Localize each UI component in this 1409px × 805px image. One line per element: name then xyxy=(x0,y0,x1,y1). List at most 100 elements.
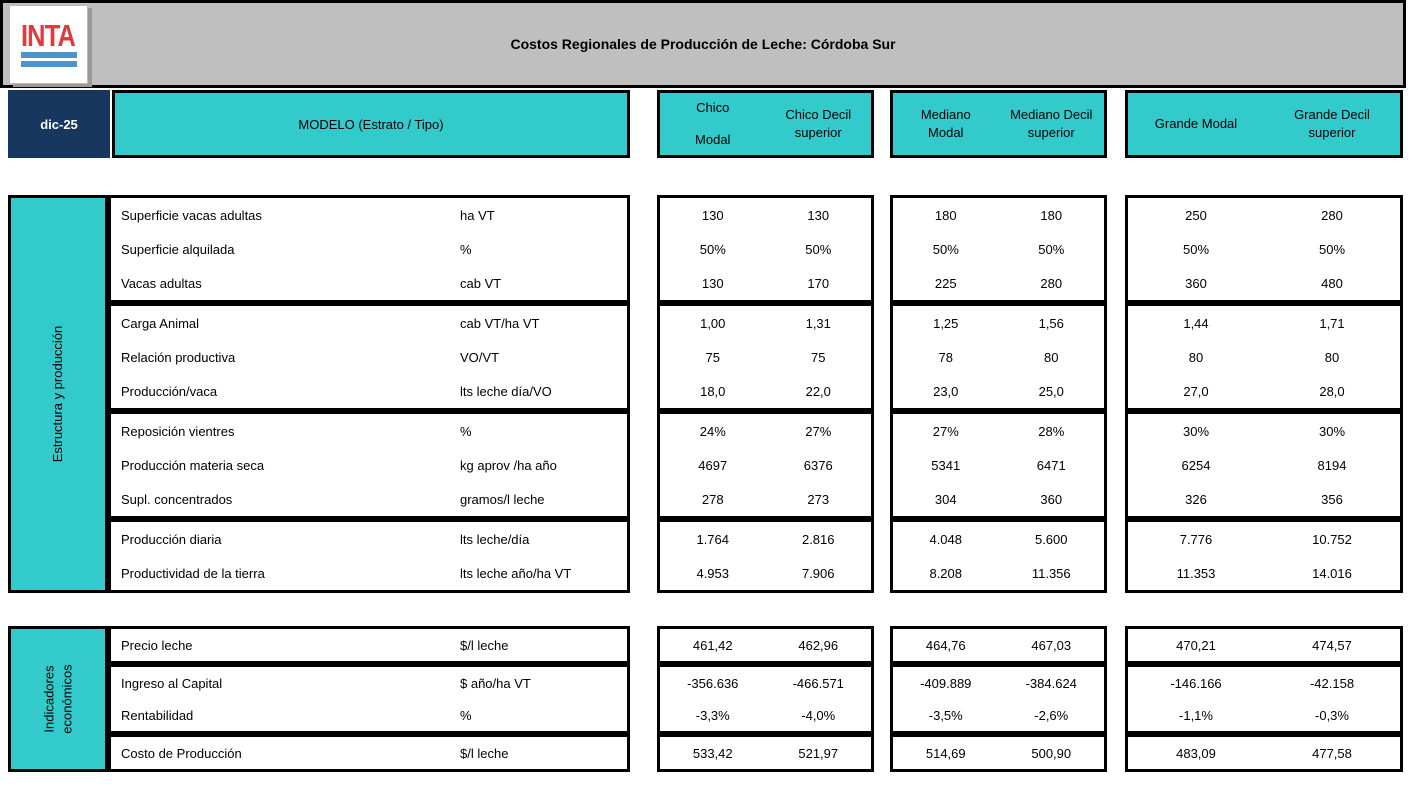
column-spacer xyxy=(874,195,890,593)
table-row: -3,5% -2,6% xyxy=(893,699,1104,731)
inta-logo-text: INTA xyxy=(21,17,76,53)
value-cell: 462,96 xyxy=(798,637,839,653)
group-header-cell: Grande Modal xyxy=(1128,93,1264,155)
value-cell: 78 xyxy=(938,349,953,365)
values-block: 24% 27% 4697 6376 278 273 xyxy=(657,411,874,519)
value-cell: 5.600 xyxy=(1034,531,1068,547)
values-block: 4.048 5.600 8.208 11.356 xyxy=(890,519,1107,593)
row-unit: $/l leche xyxy=(460,745,509,761)
values-block: 464,76 467,03 xyxy=(890,626,1107,664)
value-cell: 130 xyxy=(701,275,724,291)
value-cell: 1,31 xyxy=(805,315,831,331)
table-row: 1,25 1,56 xyxy=(893,306,1104,340)
section-title: Indicadores económicos xyxy=(40,664,75,733)
section-title: Estructura y producción xyxy=(49,326,67,463)
section-title-line: económicos xyxy=(59,664,74,734)
table-row: Vacas adultas cab VT xyxy=(111,266,627,300)
row-unit: lts leche año/ha VT xyxy=(460,565,572,581)
values-block: 30% 30% 6254 8194 326 356 xyxy=(1125,411,1403,519)
values-column-grande: 250 280 50% 50% 360 480 1,44 1,71 80 80 27,0 28,0 30… xyxy=(1125,195,1403,593)
row-label: Costo de Producción xyxy=(121,745,242,761)
value-cell: -466.571 xyxy=(792,675,844,691)
table-row: 1,00 1,31 xyxy=(660,306,871,340)
column-spacer xyxy=(1107,626,1125,772)
group-header-line: Chico xyxy=(696,100,730,116)
column-spacer xyxy=(1107,195,1125,593)
model-header-cell: MODELO (Estrato / Tipo) xyxy=(112,90,630,158)
value-cell: 80 xyxy=(1324,349,1340,365)
table-row: 470,21 474,57 xyxy=(1128,629,1400,661)
value-cell: 360 xyxy=(1185,275,1207,291)
table-row: -409.889 -384.624 xyxy=(893,667,1104,699)
table-row: 78 80 xyxy=(893,340,1104,374)
table-row: 11.353 14.016 xyxy=(1128,556,1400,590)
value-cell: -42.158 xyxy=(1309,675,1355,691)
value-cell: 4.048 xyxy=(929,531,963,547)
value-cell: 250 xyxy=(1185,207,1207,223)
table-row: 8.208 11.356 xyxy=(893,556,1104,590)
value-cell: -0,3% xyxy=(1315,707,1349,723)
label-block: Reposición vientres% Producción materia s… xyxy=(108,411,630,519)
row-unit: $ año/ha VT xyxy=(460,675,531,691)
value-cell: 278 xyxy=(701,491,724,507)
group-headers: Chico Modal Chico Decil superior Mediano Moda… xyxy=(657,90,1403,158)
labels-column: Precio leche $/l leche Ingreso al Capital $… xyxy=(108,626,630,772)
value-cell: 461,42 xyxy=(692,637,733,653)
row-label: Carga Animal xyxy=(121,315,200,331)
table-row: 514,69 500,90 xyxy=(893,737,1104,769)
values-block: 250 280 50% 50% 360 480 xyxy=(1125,195,1403,303)
values-block: 27% 28% 5341 6471 304 360 xyxy=(890,411,1107,519)
value-cell: 7.776 xyxy=(1179,531,1213,547)
value-cell: 50% xyxy=(1318,241,1346,257)
table-row: 18,0 22,0 xyxy=(660,374,871,408)
row-unit: % xyxy=(460,241,472,257)
group-header-cell: Mediano Decil superior xyxy=(999,93,1105,155)
value-cell: 80 xyxy=(1188,349,1204,365)
value-cell: 464,76 xyxy=(925,637,966,653)
table-header-row: dic-25 MODELO (Estrato / Tipo) Chico Moda… xyxy=(8,90,1403,158)
value-cell: 533,42 xyxy=(692,745,733,761)
value-cell: 10.752 xyxy=(1312,531,1352,547)
row-unit: kg aprov /ha año xyxy=(460,457,557,473)
value-cell: 467,03 xyxy=(1031,637,1072,653)
table-row: 250 280 xyxy=(1128,198,1400,232)
values-block: 533,42 521,97 xyxy=(657,734,874,772)
row-label: Productividad de la tierra xyxy=(121,565,265,581)
value-cell: -4,0% xyxy=(801,707,836,723)
value-cell: 23,0 xyxy=(933,383,959,399)
column-spacer xyxy=(630,195,657,593)
value-cell: 50% xyxy=(932,241,959,257)
table-row: Superficie vacas adultas ha VT xyxy=(111,198,627,232)
group-header-line: Grande Decil xyxy=(1294,106,1370,122)
value-cell: 280 xyxy=(1321,207,1343,223)
value-cell: 50% xyxy=(1038,241,1065,257)
value-cell: 75 xyxy=(705,349,720,365)
value-cell: 130 xyxy=(807,207,830,223)
value-cell: 477,58 xyxy=(1312,745,1352,761)
table-row: 27% 28% xyxy=(893,414,1104,448)
values-block: 483,09 477,58 xyxy=(1125,734,1403,772)
value-cell: 75 xyxy=(811,349,826,365)
label-block: Precio leche $/l leche xyxy=(108,626,630,664)
label-block: Carga Animal cab VT/ha VT Relación product… xyxy=(108,303,630,411)
table-row: 278 273 xyxy=(660,482,871,516)
value-cell: 18,0 xyxy=(700,383,726,399)
value-cell: -1,1% xyxy=(1179,707,1213,723)
group-header-line: superior xyxy=(794,125,842,140)
table-row: 27,0 28,0 xyxy=(1128,374,1400,408)
inta-logo-stripe xyxy=(20,61,77,68)
value-cell: 180 xyxy=(934,207,957,223)
title-bar: INTA Costos Regionales de Producción de … xyxy=(0,0,1406,88)
row-label: Superficie alquilada xyxy=(121,241,235,257)
table-row: 6254 8194 xyxy=(1128,448,1400,482)
value-cell: 11.356 xyxy=(1031,565,1071,581)
values-block: 461,42 462,96 xyxy=(657,626,874,664)
value-cell: 521,97 xyxy=(798,745,839,761)
row-unit: lts leche día/VO xyxy=(460,383,552,399)
section-title-line: Indicadores xyxy=(41,665,57,733)
row-unit: cab VT/ha VT xyxy=(460,315,540,331)
value-cell: 8.208 xyxy=(929,565,963,581)
row-label: Producción/vaca xyxy=(121,383,218,399)
value-cell: -356.636 xyxy=(687,675,739,691)
row-unit: ha VT xyxy=(460,207,495,223)
